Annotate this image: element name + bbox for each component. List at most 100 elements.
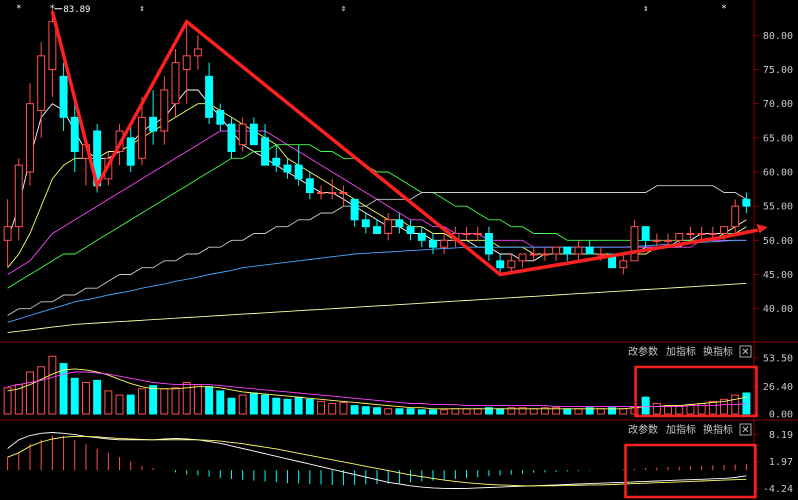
candle-body: [619, 260, 628, 269]
candle-body: [249, 123, 258, 146]
volume-bar: [440, 409, 449, 415]
candle-body: [552, 246, 561, 255]
volume-ma-line: [7, 371, 747, 408]
close-box[interactable]: [739, 423, 752, 436]
volume-bar: [652, 403, 661, 415]
candle-body: [675, 233, 684, 241]
candle: [227, 117, 236, 159]
candle-body: [48, 21, 57, 70]
candle-body: [171, 62, 180, 105]
candle: [630, 219, 639, 262]
indicator-button-1[interactable]: 加指标: [666, 423, 696, 436]
volume-bar: [70, 377, 79, 415]
candle-body: [384, 219, 393, 234]
volume-bar: [417, 409, 426, 415]
volume-bar: [137, 388, 146, 415]
volume-bar: [507, 407, 516, 415]
volume-bar: [160, 388, 169, 415]
candle: [126, 124, 135, 172]
volume-bar: [518, 407, 527, 415]
candle-body: [137, 116, 146, 159]
volume-bar: [451, 408, 460, 415]
candle-body: [70, 116, 79, 153]
candle-body: [227, 123, 236, 152]
trend-line: [50, 10, 758, 277]
volume-bar: [149, 385, 158, 415]
candle: [149, 90, 158, 145]
indicator-button-0[interactable]: 改参数: [628, 345, 658, 358]
volume-highlight-box: [634, 365, 758, 418]
volume-bar: [193, 384, 202, 415]
candle-body: [294, 164, 303, 180]
candle: [417, 226, 426, 248]
close-indicator-button[interactable]: ✕: [739, 423, 752, 436]
candle: [193, 35, 202, 70]
volume-tick-label: 26.40: [763, 382, 793, 393]
top-marker: *: [721, 4, 726, 14]
indicator-button-0[interactable]: 改参数: [628, 423, 658, 436]
indicator-button-2[interactable]: 换指标: [703, 423, 733, 436]
candle: [529, 247, 538, 261]
candle-body: [563, 246, 572, 255]
volume-bar: [596, 408, 605, 415]
candle: [484, 226, 493, 261]
volume-bar: [272, 397, 281, 415]
candle-body: [205, 75, 214, 118]
volume-bar: [552, 407, 561, 415]
indicator-button-1[interactable]: 加指标: [666, 345, 696, 358]
price-tick-label: 70.00: [763, 99, 793, 110]
volume-bar: [182, 382, 191, 415]
candle: [686, 226, 695, 241]
candle-body: [126, 137, 135, 166]
price-tick-label: 55.00: [763, 202, 793, 213]
volume-bar: [585, 407, 594, 415]
indicator-button-2[interactable]: 换指标: [703, 345, 733, 358]
candle-body: [26, 103, 34, 173]
candle-body: [406, 226, 415, 235]
candle-body: [496, 260, 505, 269]
candle: [496, 254, 505, 275]
top-marker: ⇕: [643, 4, 648, 14]
candle: [361, 213, 370, 234]
volume-bar: [317, 400, 325, 415]
candle-body: [664, 239, 673, 242]
moving-average-line: [7, 185, 747, 316]
moving-average-line: [7, 282, 747, 334]
candle-body: [484, 233, 493, 255]
candle: [14, 158, 23, 241]
close-icon[interactable]: ✕: [741, 425, 749, 436]
close-icon[interactable]: ✕: [741, 347, 749, 358]
candle: [272, 144, 281, 172]
candle-body: [317, 192, 325, 194]
candle: [697, 226, 706, 241]
candle-body: [518, 253, 527, 262]
volume-bar: [93, 379, 102, 415]
candle-body: [731, 205, 740, 228]
candle-body: [373, 226, 381, 235]
candle: [641, 226, 650, 248]
candle: [294, 144, 303, 186]
candle: [171, 49, 180, 118]
candle: [373, 219, 381, 235]
close-indicator-button[interactable]: ✕: [739, 345, 752, 358]
candle: [462, 226, 471, 241]
candle: [652, 233, 661, 248]
candle-body: [193, 48, 202, 57]
volume-bar: [429, 409, 437, 415]
close-box[interactable]: [739, 345, 752, 358]
candle-body: [361, 219, 370, 228]
candle-body: [261, 137, 270, 166]
candle-body: [630, 226, 639, 262]
volume-bar: [339, 401, 348, 415]
candle: [574, 240, 583, 261]
candle-body: [507, 260, 516, 269]
high-marker-label: 83.89: [63, 5, 90, 15]
price-tick-label: 65.00: [763, 133, 793, 144]
volume-bar: [216, 390, 225, 415]
volume-bar: [406, 408, 415, 415]
candle: [395, 213, 404, 234]
volume-bar: [350, 405, 359, 415]
candle: [182, 21, 191, 104]
candle-body: [641, 226, 650, 241]
candle: [317, 185, 325, 200]
